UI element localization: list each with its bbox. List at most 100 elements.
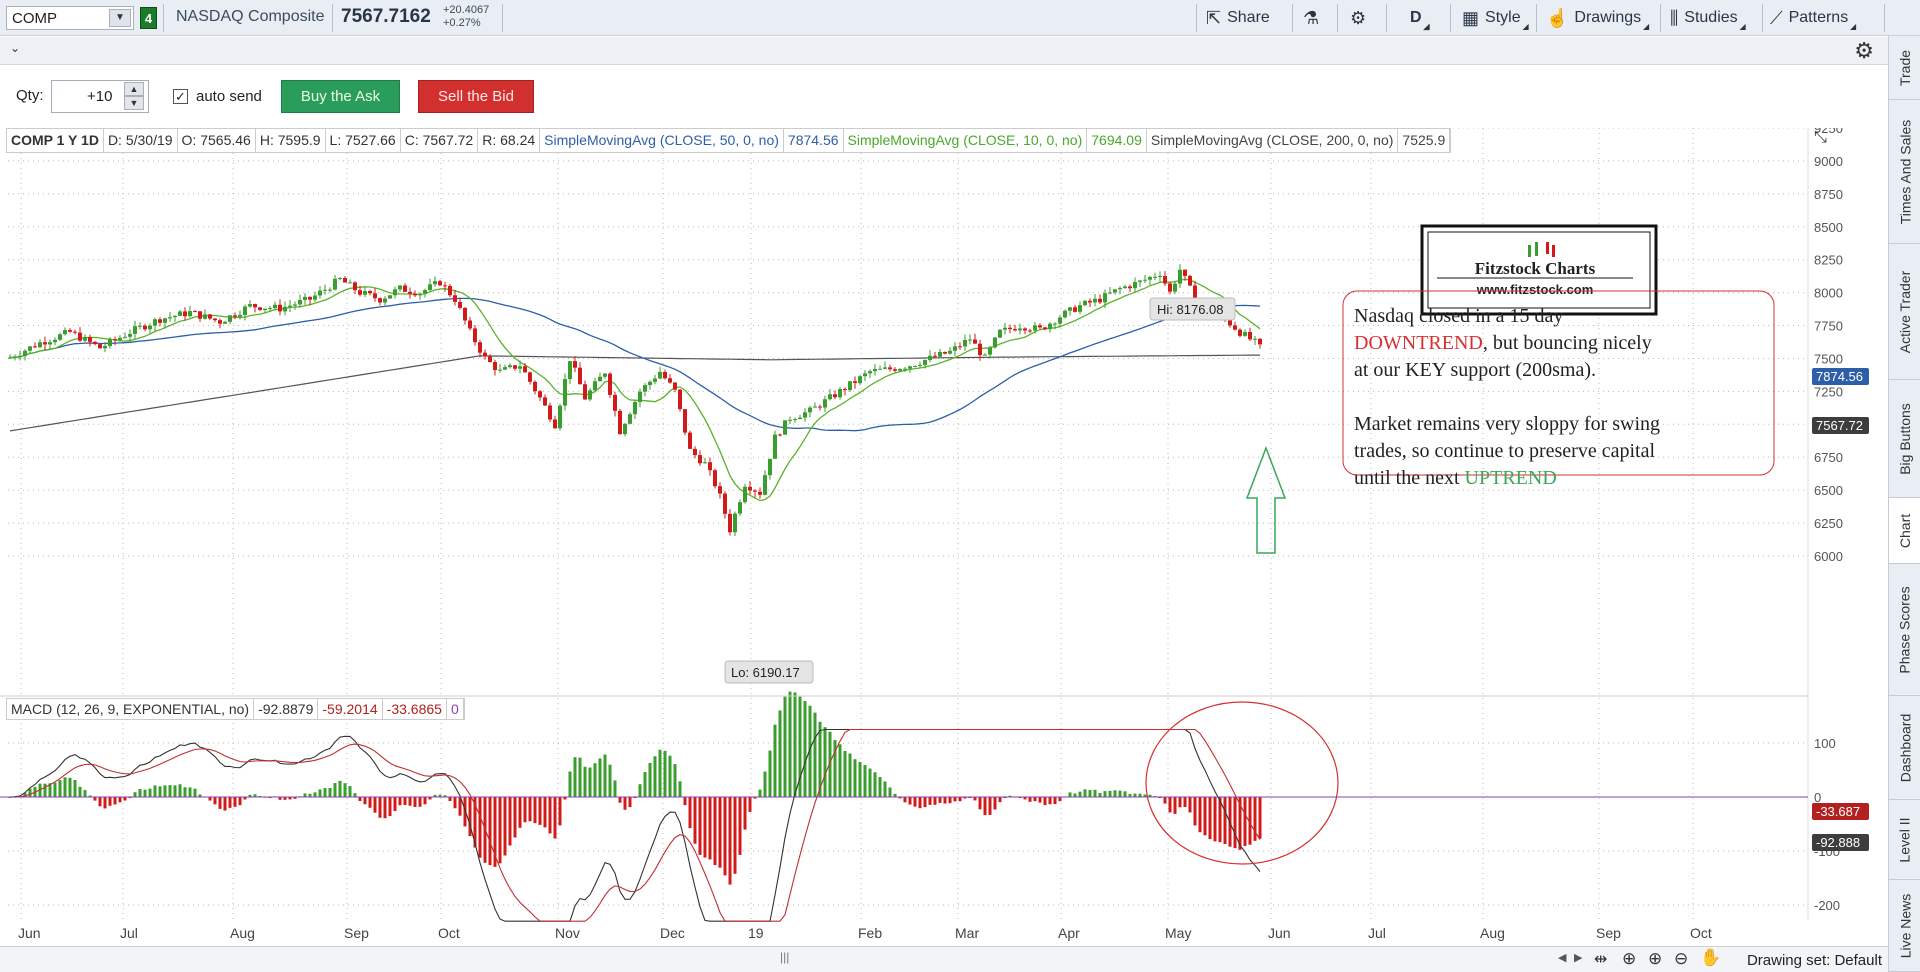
candle-body — [293, 304, 297, 306]
qty-label: Qty: — [16, 87, 44, 104]
cursor-mode-icon[interactable]: ⤡ — [1814, 129, 1827, 146]
macd-histogram-bar — [608, 764, 612, 797]
chevron-down-icon[interactable]: ▼ — [109, 9, 131, 27]
buy-the-ask-button[interactable]: Buy the Ask — [281, 80, 400, 113]
candle-body — [318, 290, 322, 296]
macd-histogram-bar — [208, 797, 212, 801]
symbol-selector[interactable]: COMP ▼ — [6, 6, 134, 30]
candle-body — [663, 371, 667, 379]
chart-settings-gear-icon[interactable]: ⚙ — [1854, 38, 1874, 63]
price-tick-label: 9250 — [1814, 128, 1843, 136]
candle-body — [973, 339, 977, 344]
flask-button[interactable]: ⚗ — [1303, 5, 1319, 31]
macd-diff: -33.6865 — [383, 699, 447, 719]
tab-dashboard[interactable]: Dashboard — [1889, 696, 1920, 800]
candle-body — [403, 285, 407, 292]
expand-time-icon[interactable]: ⇹ — [1594, 951, 1608, 968]
macd-histogram-bar — [23, 792, 27, 797]
candle-body — [1068, 307, 1072, 311]
time-tick-label: Jun — [1268, 925, 1291, 941]
price-chart-svg[interactable]: 9250900087508500825080007750750072507000… — [0, 128, 1888, 946]
tab-live-news[interactable]: Live News — [1889, 880, 1920, 972]
last-price: 7567.7162 — [341, 6, 431, 27]
candle-body — [1138, 280, 1142, 283]
patterns-button[interactable]: ⟋ Patterns ◢ — [1770, 5, 1856, 32]
zoom-out-icon[interactable]: ⊖ — [1674, 949, 1689, 968]
macd-histogram-bar — [1138, 793, 1142, 797]
annotation-text: Nasdaq closed in a 15 day DOWNTREND, but… — [1354, 305, 1660, 489]
sma10-line — [9, 278, 1261, 502]
macd-label[interactable]: MACD (12, 26, 9, EXPONENTIAL, no) — [7, 699, 255, 719]
legend-sma200-label[interactable]: SimpleMovingAvg (CLOSE, 200, 0, no) — [1147, 129, 1399, 152]
sma10-path — [9, 278, 1261, 502]
macd-histogram-bar — [703, 797, 707, 858]
candle-body — [1013, 329, 1017, 331]
drawing-set-label[interactable]: Drawing set: Default — [1746, 952, 1882, 969]
macd-histogram-bar — [793, 692, 797, 797]
candle-body — [683, 409, 687, 433]
candle-body — [748, 486, 752, 491]
style-icon: ▦ — [1462, 7, 1480, 28]
pan-hand-icon[interactable]: ✋ — [1700, 948, 1722, 967]
macd-diff-badge-text: -33.687 — [1816, 804, 1860, 819]
scroll-right-icon[interactable]: ▶ — [1574, 952, 1583, 964]
collapse-chevron-icon[interactable]: ⌄ — [10, 41, 21, 55]
horizontal-scrollbar[interactable]: ||| — [0, 950, 1578, 968]
tab-big-buttons[interactable]: Big Buttons — [1889, 380, 1920, 498]
candle-body — [563, 379, 567, 406]
legend-sma10-label[interactable]: SimpleMovingAvg (CLOSE, 10, 0, no) — [844, 129, 1088, 152]
auto-send-checkbox[interactable]: ✓ — [173, 89, 188, 104]
price-tick-label: 8750 — [1814, 187, 1843, 202]
macd-histogram-bar — [583, 766, 587, 797]
link-group-badge[interactable]: 4 — [140, 7, 157, 29]
candle-body — [478, 342, 482, 353]
tab-times-and-sales[interactable]: Times And Sales — [1889, 100, 1920, 244]
candle-body — [643, 385, 647, 392]
qty-decrement-button[interactable]: ▼ — [124, 96, 144, 110]
macd-histogram-bar — [423, 797, 427, 805]
macd-histogram-bar — [838, 744, 842, 797]
tab-active-trader[interactable]: Active Trader — [1889, 244, 1920, 380]
chart-area[interactable]: 9250900087508500825080007750750072507000… — [0, 128, 1888, 972]
annotation-line4: Market remains very sloppy for swing — [1354, 413, 1660, 435]
macd-histogram-bar — [228, 797, 232, 808]
timeframe-button[interactable]: D ◢ — [1410, 5, 1430, 31]
scroll-left-icon[interactable]: ◀ — [1558, 952, 1567, 964]
macd-histogram-bar — [943, 797, 947, 804]
tab-trade[interactable]: Trade — [1889, 36, 1920, 100]
macd-histogram-bar — [323, 788, 327, 797]
candle-body — [703, 462, 707, 464]
studies-button[interactable]: ⫼ Studies ◢ — [1670, 5, 1746, 32]
tab-phase-scores[interactable]: Phase Scores — [1889, 564, 1920, 696]
qty-increment-button[interactable]: ▲ — [124, 82, 144, 96]
macd-histogram-bar — [238, 797, 242, 806]
candle-body — [428, 284, 432, 291]
sma50-line — [9, 297, 1261, 432]
candle-body — [1038, 325, 1042, 328]
macd-histogram-bar — [623, 797, 627, 810]
candle-body — [178, 311, 182, 316]
tab-chart[interactable]: Chart — [1889, 498, 1920, 564]
macd-histogram-bar — [453, 797, 457, 809]
candle-body — [238, 314, 242, 317]
drawings-button[interactable]: ☝ Drawings ◢ — [1546, 5, 1649, 32]
tab-label: Level II — [1897, 816, 1914, 863]
tab-level-ii[interactable]: Level II — [1889, 800, 1920, 880]
share-button[interactable]: ⇱ Share — [1206, 5, 1270, 31]
candle-body — [523, 366, 527, 373]
macd-histogram-bar — [803, 701, 807, 797]
candle-body — [203, 314, 207, 319]
candle-body — [363, 291, 367, 295]
sell-the-bid-button[interactable]: Sell the Bid — [418, 80, 534, 113]
zoom-in-icon[interactable]: ⊕ — [1648, 949, 1663, 968]
macd-histogram-bar — [1178, 797, 1182, 808]
crosshair-icon[interactable]: ⊕ — [1622, 949, 1637, 968]
annotation-line3: at our KEY support (200sma). — [1354, 359, 1596, 381]
legend-sma50-label[interactable]: SimpleMovingAvg (CLOSE, 50, 0, no) — [540, 129, 784, 152]
settings-button[interactable]: ⚙ — [1350, 5, 1366, 31]
time-tick-label: Jul — [1368, 925, 1386, 941]
scroll-grip-icon[interactable]: ||| — [780, 950, 790, 964]
tab-label: Trade — [1897, 49, 1913, 86]
style-button[interactable]: ▦ Style ◢ — [1462, 5, 1529, 32]
tab-label: Times And Sales — [1897, 119, 1913, 224]
